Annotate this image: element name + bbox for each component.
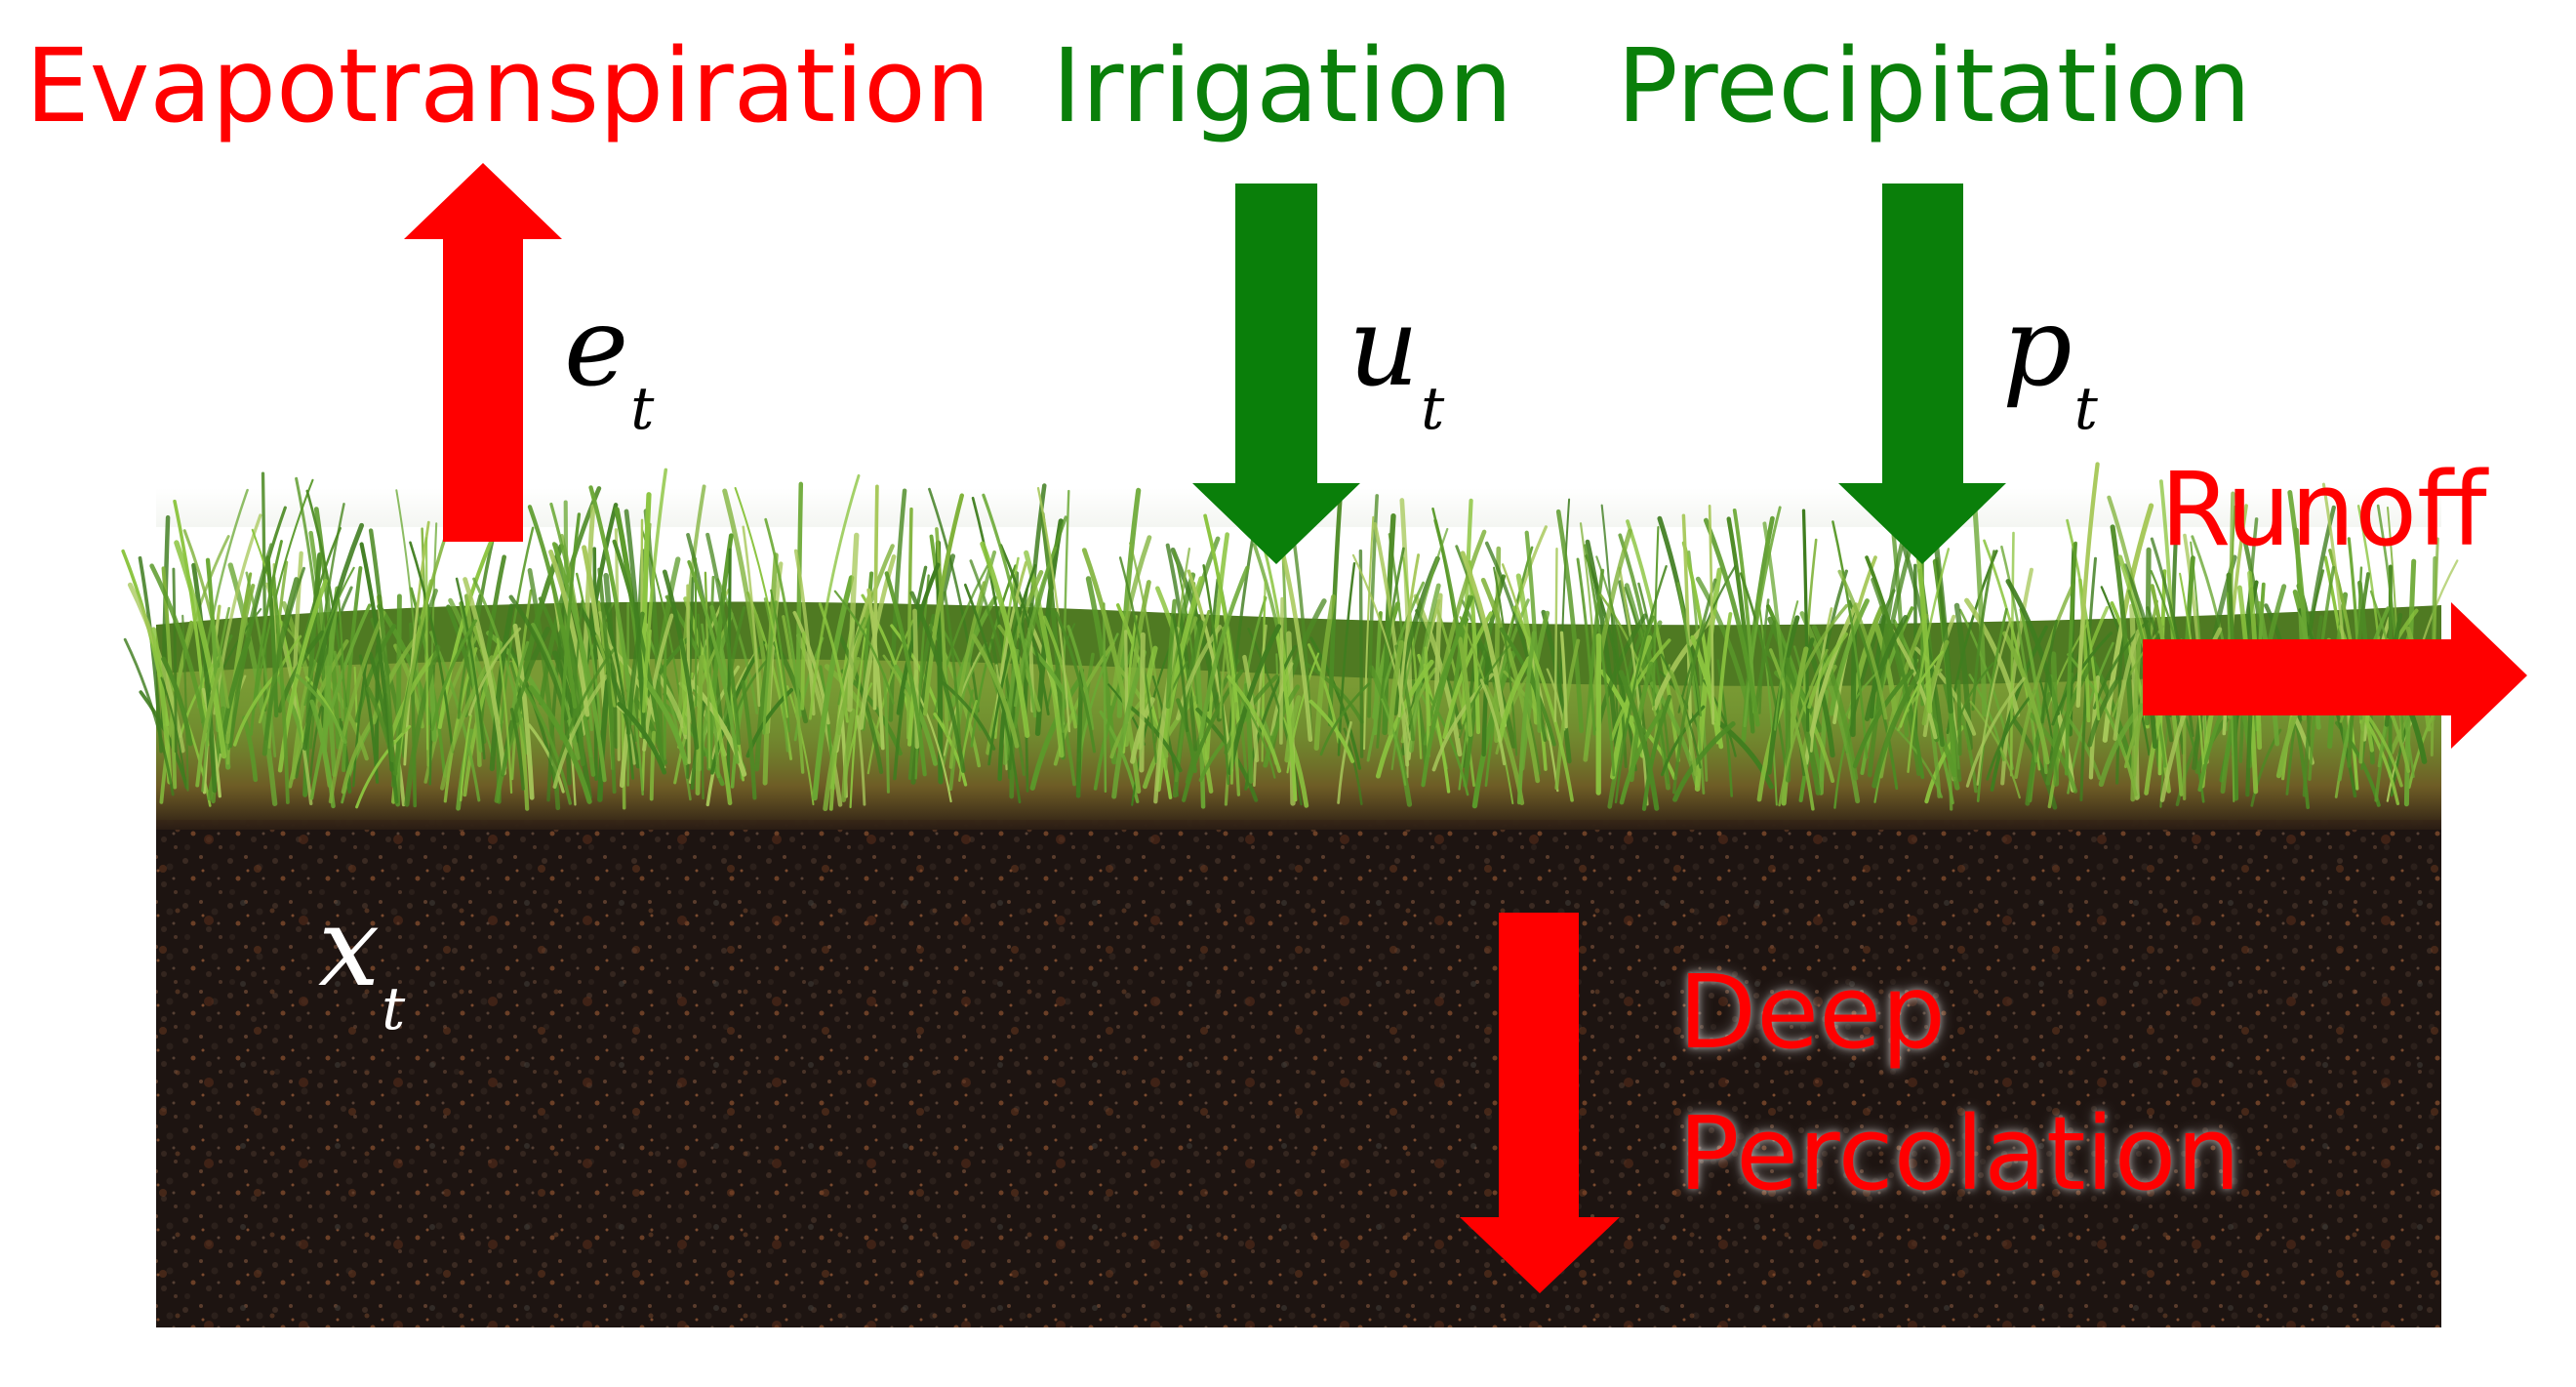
evapotranspiration-label: Evapotranspiration [25, 26, 990, 145]
down-arrow-icon [1192, 184, 1360, 564]
irrigation-arrow [1192, 184, 1360, 564]
percolation-arrow [1460, 913, 1620, 1293]
down-arrow-icon [1838, 184, 2006, 564]
deep-percolation-label-line1: Deep [1678, 953, 1947, 1072]
irrigation-label: Irrigation [1052, 26, 1513, 145]
right-arrow-icon [2143, 602, 2527, 749]
down-arrow-icon [1460, 913, 1620, 1293]
precipitation-arrow [1838, 184, 2006, 564]
evapotranspiration-variable: et [564, 284, 655, 444]
runoff-label: Runoff [2160, 450, 2487, 569]
irrigation-variable: ut [1348, 284, 1445, 444]
deep-percolation-label-line2: Percolation [1678, 1094, 2241, 1213]
up-arrow-icon [404, 163, 562, 542]
precipitation-variable: pt [2002, 284, 2098, 444]
runoff-arrow [2143, 602, 2527, 749]
precipitation-label: Precipitation [1617, 26, 2252, 145]
evapotranspiration-arrow [404, 163, 562, 542]
soil-moisture-variable: xt [318, 884, 406, 1044]
